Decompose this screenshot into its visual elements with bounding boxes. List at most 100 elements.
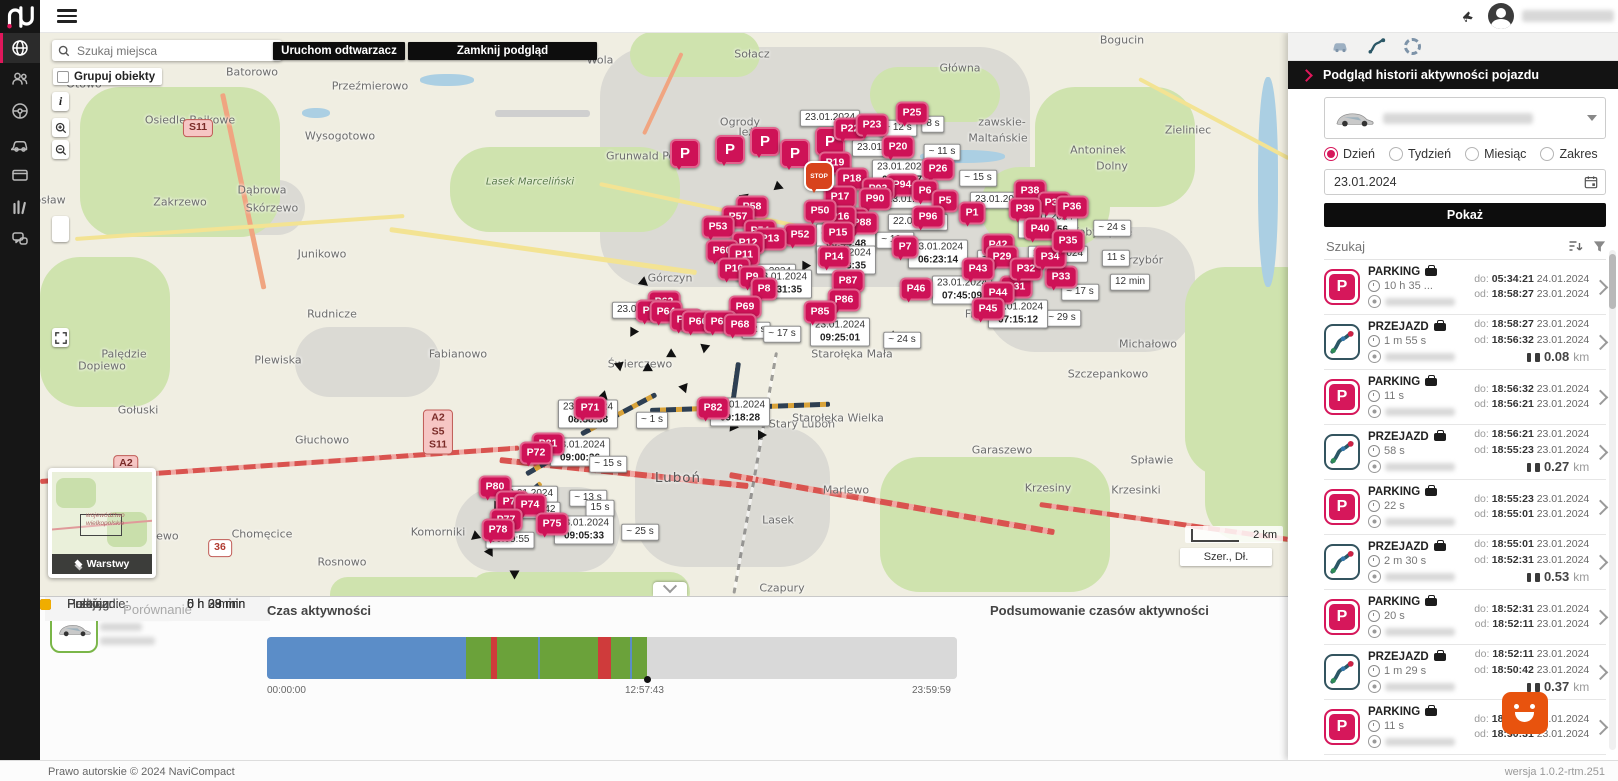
vehicle-select[interactable] — [1324, 97, 1606, 139]
sidebar-item-billing[interactable] — [0, 160, 40, 190]
activity-entry[interactable]: P PARKING 20 s do: 18:52:31 — [1324, 590, 1606, 645]
layers-label: Warstwy — [87, 558, 130, 570]
activity-entry[interactable]: P PRZEJAZD 2 m 30 s do: 18: — [1324, 535, 1606, 590]
date-input[interactable] — [1332, 174, 1584, 190]
activity-entry[interactable]: P PRZEJAZD 58 s do: 18:56:2 — [1324, 425, 1606, 480]
map-pin[interactable]: P72 — [520, 442, 553, 465]
map-collapse-button[interactable] — [653, 582, 687, 596]
map-pin[interactable]: P82 — [697, 397, 730, 420]
map-pin[interactable]: P1 — [959, 202, 986, 225]
map-pin[interactable]: P75 — [536, 513, 569, 536]
chevron-right-icon[interactable] — [1593, 609, 1608, 624]
chevron-right-icon[interactable] — [1593, 554, 1608, 569]
show-button[interactable]: Pokaż — [1324, 203, 1606, 227]
activity-entry[interactable]: P PRZEJAZD 1 m 29 s do: 18: — [1324, 645, 1606, 700]
activity-entry[interactable]: P PRZEJAZD 1 m 55 s do: 18: — [1324, 315, 1606, 370]
range-radio[interactable]: Miesiąc — [1465, 147, 1526, 161]
filter-icon[interactable] — [1593, 240, 1606, 253]
radio-icon — [1324, 147, 1338, 161]
menu-hamburger-icon[interactable] — [57, 9, 77, 23]
map-pin[interactable]: P68 — [724, 314, 757, 337]
layers-button[interactable]: Warstwy — [52, 554, 152, 574]
sort-icon[interactable] — [1568, 239, 1583, 253]
info-button[interactable]: i — [52, 92, 69, 111]
chevron-right-icon[interactable] — [1593, 499, 1608, 514]
stop-marker[interactable]: STOP — [804, 161, 834, 191]
zoom-slider[interactable] — [52, 216, 69, 242]
sidebar-item-users[interactable] — [0, 64, 40, 94]
fullscreen-button[interactable] — [52, 328, 69, 347]
activity-timeline[interactable] — [267, 637, 957, 679]
parking-icon: P — [1324, 709, 1360, 745]
map-pin[interactable]: P85 — [804, 301, 837, 324]
tab-route-history[interactable] — [1368, 38, 1386, 54]
map-pin[interactable]: P14 — [818, 246, 851, 269]
sidebar-item-drivers[interactable] — [0, 96, 40, 126]
tab-vehicles[interactable] — [1332, 39, 1350, 53]
announcements-icon[interactable] — [1460, 8, 1477, 25]
map-pin[interactable]: P96 — [912, 206, 945, 229]
list-search-input[interactable] — [1324, 238, 1558, 255]
overview-minimap[interactable]: województwowielkopolskie Warstwy — [48, 468, 156, 578]
map-pin[interactable]: P20 — [882, 136, 915, 159]
map-pin[interactable]: P — [715, 135, 745, 164]
map-pin[interactable]: P — [750, 127, 780, 156]
chevron-right-icon[interactable] — [1593, 719, 1608, 734]
range-radio[interactable]: Tydzień — [1389, 147, 1451, 161]
map-pin[interactable]: P45 — [972, 298, 1005, 321]
chevron-right-icon[interactable] — [1593, 664, 1608, 679]
timeline-cursor-dot[interactable] — [644, 676, 651, 683]
close-preview-button[interactable]: Zamknij podgląd — [408, 42, 597, 60]
calendar-icon[interactable] — [1584, 175, 1598, 189]
activity-entry[interactable]: P PARKING 10 h 35 ... do: 0 — [1324, 260, 1606, 315]
timeline-segment — [267, 637, 466, 679]
range-radio[interactable]: Zakres — [1540, 147, 1597, 161]
map-pin[interactable]: P7 — [892, 236, 919, 259]
map-pin[interactable]: P78 — [482, 519, 515, 542]
map-pin[interactable]: P33 — [1045, 266, 1078, 289]
panel-scrollbar[interactable] — [1609, 250, 1616, 750]
map-pin[interactable]: P — [670, 139, 700, 168]
map-pin[interactable]: P25 — [896, 102, 929, 125]
map-pin[interactable]: P15 — [822, 222, 855, 245]
map-canvas[interactable]: BogucinGłównaSołaczWolaOgrodyJeżyceGrunw… — [40, 32, 1290, 596]
group-objects-toggle[interactable]: Grupuj obiekty — [53, 68, 162, 85]
map-pin[interactable]: P43 — [962, 258, 995, 281]
map-pin[interactable]: P53 — [702, 216, 735, 239]
map-pin[interactable]: P52 — [784, 224, 817, 247]
map-pin[interactable]: P46 — [900, 278, 933, 301]
range-radio[interactable]: Dzień — [1324, 147, 1375, 161]
entry-type-icon: P — [1324, 434, 1360, 470]
map-pin[interactable]: P36 — [1056, 196, 1089, 219]
avatar[interactable] — [1488, 3, 1514, 29]
chevron-right-icon[interactable] — [1593, 334, 1608, 349]
clock-icon — [1368, 665, 1380, 677]
sidebar-item-map[interactable] — [0, 33, 40, 63]
chevron-right-icon[interactable] — [1593, 444, 1608, 459]
map-search-input[interactable] — [75, 43, 276, 59]
sidebar-item-reports[interactable] — [0, 192, 40, 222]
map-pin[interactable]: P23 — [856, 114, 889, 137]
tab-settings[interactable] — [1404, 38, 1421, 55]
map-pin[interactable]: P26 — [922, 158, 955, 181]
sidebar-item-chat[interactable] — [0, 224, 40, 254]
direction-arrow-icon — [678, 383, 690, 395]
coordinates-toggle[interactable]: Szer., Dł. — [1180, 548, 1272, 566]
navicompact-logo-icon[interactable] — [6, 5, 34, 29]
activity-entry[interactable]: P PARKING 11 s do: 18:50:42 — [1324, 700, 1606, 755]
map-pin[interactable]: P71 — [574, 397, 607, 420]
chat-widget-button[interactable] — [1502, 692, 1548, 734]
chevron-right-icon[interactable] — [1593, 279, 1608, 294]
collapse-panel-icon[interactable] — [1300, 69, 1313, 82]
zoom-out-button[interactable] — [52, 140, 69, 159]
map-pin[interactable]: P50 — [804, 200, 837, 223]
sidebar-item-vehicles[interactable] — [0, 128, 40, 158]
activity-entry[interactable]: P PARKING 11 s do: 18:56:32 — [1324, 370, 1606, 425]
activity-entry[interactable]: P PARKING 22 s do: 18:55:23 — [1324, 480, 1606, 535]
map-area-patch — [295, 327, 440, 397]
chevron-right-icon[interactable] — [1593, 389, 1608, 404]
steering-wheel-icon — [1368, 350, 1381, 363]
map-pin[interactable]: P35 — [1052, 230, 1085, 253]
run-player-button[interactable]: Uruchom odtwarzacz — [273, 42, 405, 60]
zoom-in-button[interactable] — [52, 118, 69, 137]
